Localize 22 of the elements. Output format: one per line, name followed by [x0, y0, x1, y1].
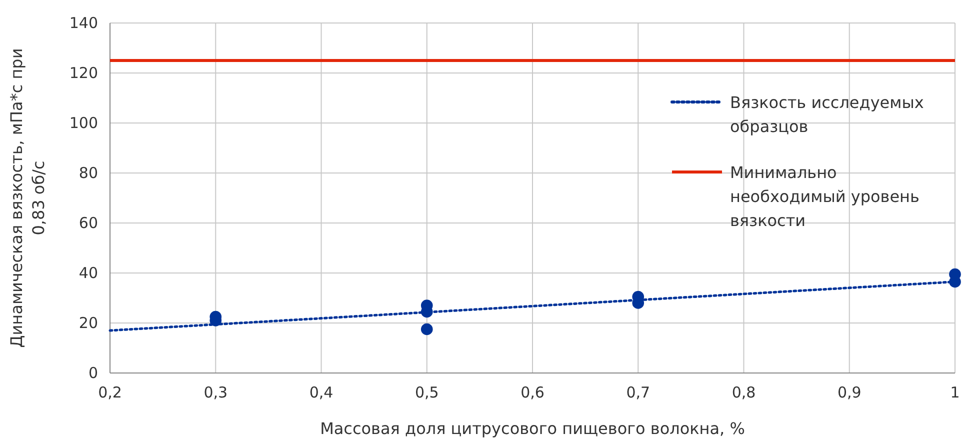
- y-tick-label: 60: [78, 214, 98, 232]
- x-axis-title: Массовая доля цитрусового пищевого волокна, %: [320, 419, 745, 438]
- x-tick-label: 0,8: [732, 384, 756, 402]
- y-tick-label: 100: [69, 114, 98, 132]
- x-tick-label: 0,9: [837, 384, 862, 402]
- y-tick-label: 40: [78, 264, 98, 282]
- y-tick-label: 140: [69, 14, 98, 32]
- x-tick-label: 0,2: [98, 384, 122, 402]
- legend-label: Вязкость исследуемых образцов: [730, 93, 924, 136]
- x-tick-label: 0,4: [309, 384, 334, 402]
- x-tick-label: 0,5: [414, 384, 439, 402]
- x-tick-label: 0,6: [520, 384, 544, 402]
- x-tick-label: 0,7: [626, 384, 650, 402]
- y-tick-label: 120: [69, 64, 98, 82]
- point: [420, 323, 433, 336]
- y-tick-label: 80: [78, 164, 98, 182]
- y-axis-title: Динамическая вязкость, мПа*с при 0,83 об/с: [7, 48, 48, 348]
- y-tick-label: 20: [78, 314, 98, 332]
- x-tick-label: 1: [950, 384, 960, 402]
- x-tick-label: 0,3: [204, 384, 228, 402]
- y-tick-label: 0: [88, 364, 98, 382]
- legend-label: Минимально необходимый уровень вязкости: [730, 163, 920, 230]
